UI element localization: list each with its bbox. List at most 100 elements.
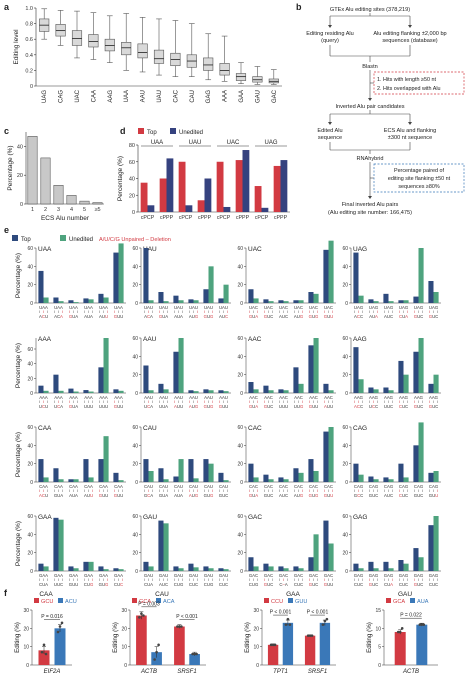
bar-top: [98, 459, 104, 482]
bar-unedited: [253, 298, 259, 303]
bar-unedited: [433, 374, 439, 393]
bar-unedited: [328, 543, 334, 571]
codon-base: A: [75, 493, 78, 498]
bar: [38, 650, 50, 665]
y-tick-label: 0: [30, 301, 33, 307]
codon-base: U: [57, 582, 60, 587]
codon-base: G: [159, 314, 163, 319]
codon-base: U: [279, 404, 282, 409]
codon-base: U: [207, 582, 210, 587]
codon-top-label: AAC: [324, 395, 333, 400]
bar-top: [323, 431, 329, 482]
flow-node-query-1: Editing residing Alu: [306, 31, 354, 37]
codon-top-label: UAG: [414, 305, 424, 310]
codon-base: G: [195, 404, 199, 409]
codon-bottom-label: C–A: [279, 582, 288, 587]
bar: [394, 632, 406, 665]
bar-top: [368, 561, 374, 571]
codon-top-label: GAA: [84, 573, 93, 578]
codon-base: U: [252, 314, 255, 319]
bar-unedited: [418, 338, 424, 393]
codon-base: U: [282, 493, 285, 498]
bar-top: [38, 385, 44, 393]
y-tick-label: 0: [124, 663, 127, 669]
bar-unedited: [268, 479, 274, 482]
bar: [416, 624, 428, 665]
bar-top: [428, 525, 434, 571]
bar-unedited: [103, 297, 109, 303]
p-value: P < 0.001: [270, 610, 292, 616]
panel-label-d: d: [120, 126, 126, 136]
codon-base: A: [255, 404, 258, 409]
bar-top: [143, 561, 149, 571]
codon-bottom-label: GUU: [114, 493, 124, 498]
codon-base: U: [294, 404, 297, 409]
bar-top: [83, 390, 89, 393]
y-tick-label: 60: [237, 514, 243, 520]
codon-base: G: [354, 493, 358, 498]
subplot-title: GAA: [286, 591, 300, 598]
y-tick-label: 60: [237, 336, 243, 342]
codon-bottom-label: UUU: [279, 404, 288, 409]
codon-bottom-label: GUC: [414, 582, 424, 587]
codon-base: U: [387, 404, 390, 409]
bar: [189, 654, 200, 665]
y-tick-label: 20: [129, 193, 135, 199]
bar-top: [158, 292, 164, 303]
codon-base: G: [204, 493, 208, 498]
bar-unedited: [313, 338, 319, 393]
codon-base: U: [162, 493, 165, 498]
bar-top: [273, 165, 281, 212]
bar-unedited: [163, 301, 169, 303]
codon-top-label: CAU: [144, 484, 153, 489]
bar-top: [383, 561, 389, 571]
bar-unedited: [298, 300, 304, 303]
codon-top-label: GAG: [414, 573, 424, 578]
codon-base: C: [144, 582, 147, 587]
codon-bottom-label: CUA: [39, 582, 48, 587]
codon-base: U: [402, 404, 405, 409]
data-point: [180, 625, 183, 628]
x-tick-label: UAU: [157, 90, 163, 103]
data-point: [153, 658, 156, 661]
bar-unedited: [403, 563, 409, 571]
bar-top: [38, 459, 44, 482]
bar-unedited: [358, 295, 364, 303]
x-tick-label: AAA: [223, 90, 229, 102]
codon-top-label: CAG: [369, 484, 379, 489]
codon-bottom-label: AUC: [384, 314, 393, 319]
codon-base: G: [69, 404, 73, 409]
codon-base: U: [432, 493, 435, 498]
codon-base: U: [402, 314, 405, 319]
codon-base: A: [219, 314, 222, 319]
p-value: P = 0.016: [41, 614, 63, 620]
codon-base: C: [42, 404, 45, 409]
bar-top: [158, 383, 164, 393]
codon-base: C: [249, 582, 252, 587]
subplot-title: CAG: [353, 425, 367, 432]
bar-top: [83, 561, 89, 571]
data-point: [286, 617, 290, 621]
codon-base: G: [159, 493, 163, 498]
codon-top-label: UAU: [174, 305, 183, 310]
panel-label-a: a: [4, 2, 10, 12]
codon-base: C: [435, 314, 438, 319]
bar-unedited: [313, 471, 319, 482]
codon-base: A: [150, 404, 153, 409]
codon-bottom-label: GUA: [249, 404, 258, 409]
codon-top-label: GAU: [219, 573, 228, 578]
codon-base: A: [165, 314, 168, 319]
codon-base: U: [267, 404, 270, 409]
codon-top-label: GAC: [279, 573, 288, 578]
codon-base: U: [45, 314, 48, 319]
codon-top-label: UAG: [354, 305, 364, 310]
codon-bottom-label: GUU: [309, 404, 319, 409]
y-tick-label: 40: [129, 177, 135, 183]
codon-base: C: [57, 404, 60, 409]
legend-label-b: AUA: [417, 599, 429, 605]
bar: [79, 200, 90, 205]
codon-base: C: [390, 314, 393, 319]
codon-base: G: [414, 404, 418, 409]
codon-base: U: [252, 493, 255, 498]
